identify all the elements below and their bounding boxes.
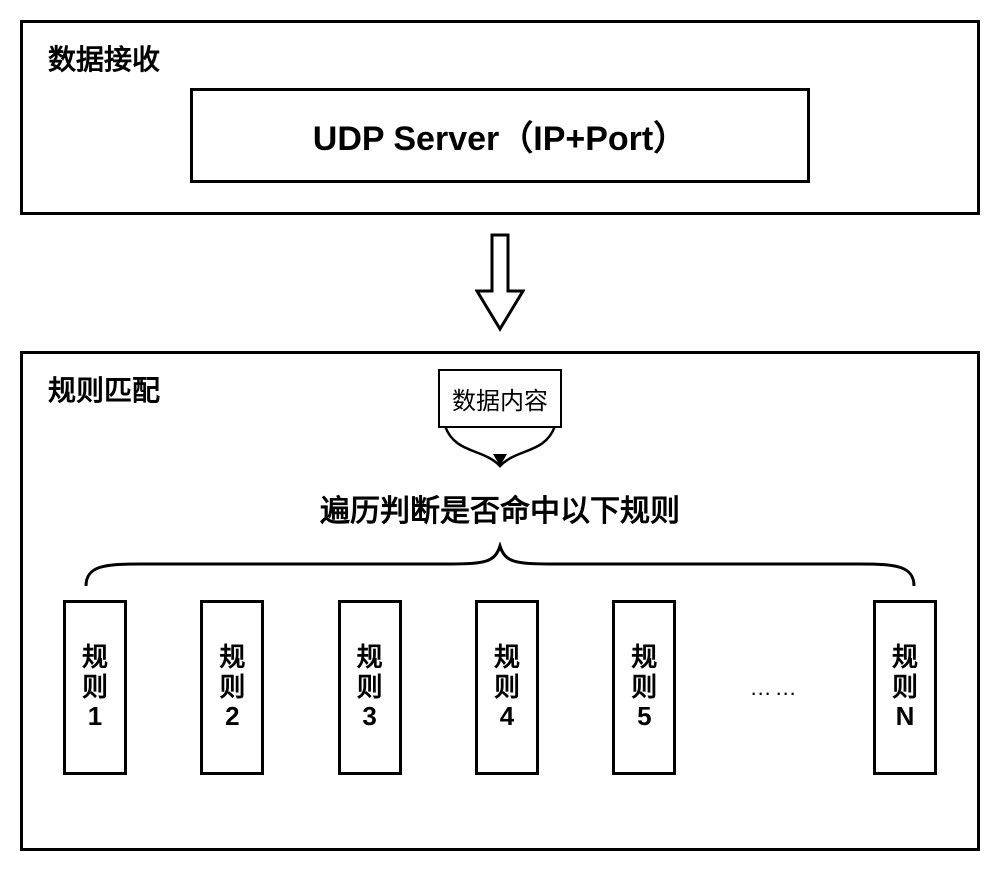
rule-char: 则 [631,673,657,703]
rule-char: 规 [494,643,520,673]
rule-char: 则 [494,673,520,703]
brace-icon [80,542,920,590]
rule-char: N [896,702,915,732]
rule-char: 则 [82,673,108,703]
rule-char: 4 [500,702,514,732]
rule-box-1: 规 则 1 [63,600,127,775]
rule-char: 规 [892,643,918,673]
rules-ellipsis: …… [750,675,800,701]
callout-pointer-icon [443,426,557,468]
rule-char: 规 [357,643,383,673]
traverse-text: 遍历判断是否命中以下规则 [53,486,947,530]
flow-arrow-wrap [20,233,980,333]
rule-box-n: 规 则 N [873,600,937,775]
rule-char: 2 [225,702,239,732]
rule-char: 5 [637,702,651,732]
rule-match-panel: 规则匹配 数据内容 遍历判断是否命中以下规则 规 则 1 规 则 2 规 则 [20,351,980,851]
data-receive-panel: 数据接收 UDP Server（IP+Port） [20,20,980,215]
udp-server-box: UDP Server（IP+Port） [190,88,810,183]
data-receive-title: 数据接收 [48,38,160,78]
rule-match-title: 规则匹配 [48,369,160,409]
rule-char: 规 [219,643,245,673]
rule-char: 则 [219,673,245,703]
rule-char: 规 [82,643,108,673]
data-content-box: 数据内容 [438,369,562,428]
rule-box-4: 规 则 4 [475,600,539,775]
rules-row: 规 则 1 规 则 2 规 则 3 规 则 4 规 则 5 …… 规 则 N [53,600,947,775]
rule-box-2: 规 则 2 [200,600,264,775]
rule-box-5: 规 则 5 [612,600,676,775]
rule-char: 规 [631,643,657,673]
rule-box-3: 规 则 3 [338,600,402,775]
data-content-callout: 数据内容 [53,369,947,468]
rule-char: 则 [357,673,383,703]
rule-char: 则 [892,673,918,703]
flow-arrow-icon [475,233,525,333]
rule-char: 1 [88,702,102,732]
rule-char: 3 [362,702,376,732]
